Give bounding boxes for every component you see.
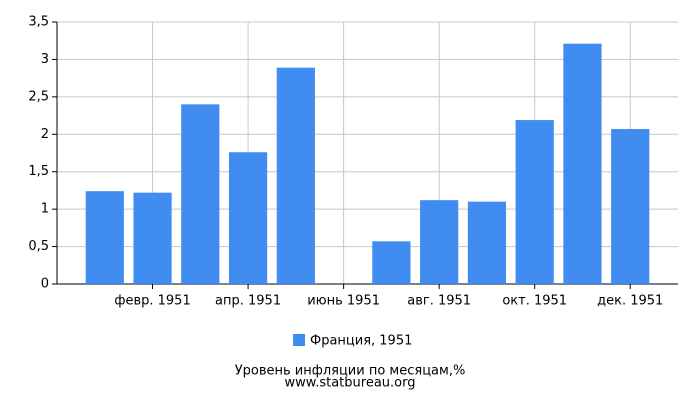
bar: [181, 104, 220, 284]
y-tick-label: 3: [41, 52, 49, 67]
bar: [467, 201, 507, 284]
y-tick-label: 0: [41, 277, 49, 292]
legend-label: Франция, 1951: [310, 334, 412, 349]
bar: [276, 67, 315, 284]
y-tick-label: 0,5: [28, 239, 49, 254]
source: www.statbureau.org: [285, 376, 416, 391]
bar: [372, 241, 411, 284]
x-tick-label: дек. 1951: [597, 294, 663, 309]
bar: [420, 200, 459, 284]
x-tick-label: авг. 1951: [407, 294, 471, 309]
chart-title: Уровень инфляции по месяцам,%: [235, 364, 466, 379]
x-tick-label: окт. 1951: [502, 294, 567, 309]
bar: [563, 43, 602, 284]
y-tick-label: 1,5: [28, 164, 49, 179]
bar: [611, 129, 650, 284]
bar: [228, 152, 268, 284]
y-tick-label: 1: [41, 202, 49, 217]
y-tick-label: 2: [41, 127, 49, 142]
x-tick-label: июнь 1951: [307, 294, 380, 309]
bar: [515, 120, 554, 284]
x-tick-label: апр. 1951: [215, 294, 281, 309]
x-tick-label: февр. 1951: [114, 294, 190, 309]
bar: [85, 191, 124, 284]
y-tick-label: 3,5: [28, 15, 49, 30]
bar: [133, 192, 172, 284]
y-tick-label: 2,5: [28, 89, 49, 104]
legend-swatch: [293, 334, 305, 346]
